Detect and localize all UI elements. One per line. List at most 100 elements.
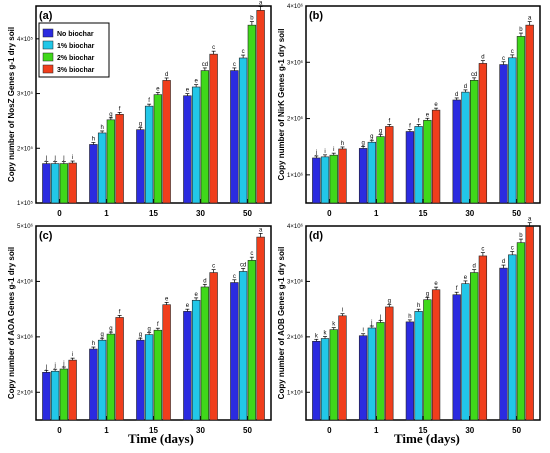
significance-letter: j bbox=[62, 156, 64, 162]
significance-letter: g bbox=[426, 291, 429, 297]
x-tick-label: 30 bbox=[196, 426, 205, 435]
x-tick-label: 15 bbox=[419, 426, 428, 435]
bar bbox=[50, 370, 60, 421]
significance-letter: cd bbox=[471, 72, 477, 78]
significance-letter: g bbox=[109, 326, 112, 332]
x-tick-label: 0 bbox=[327, 426, 332, 435]
significance-letter: e bbox=[194, 292, 198, 298]
legend-swatch bbox=[42, 40, 54, 50]
significance-letter: g bbox=[388, 299, 391, 305]
bar bbox=[209, 53, 218, 204]
significance-letter: e bbox=[156, 86, 160, 92]
significance-letter: f bbox=[409, 124, 411, 130]
bar bbox=[89, 144, 98, 204]
bar bbox=[320, 156, 330, 204]
significance-letter: j bbox=[62, 361, 64, 367]
x-tick-label: 50 bbox=[512, 426, 521, 435]
significance-letter: d bbox=[455, 92, 458, 98]
x-tick-label: 15 bbox=[149, 426, 158, 435]
significance-letter: k bbox=[324, 331, 328, 337]
y-tick-label: 4×10⁶ bbox=[17, 278, 34, 285]
chart-panel-4: (d) 1×10⁶ 2×10⁶ 3×10⁶ 4×10⁶ Copy number of AO… bbox=[277, 217, 541, 435]
bar bbox=[508, 57, 517, 204]
bar bbox=[162, 304, 171, 421]
significance-letter: e bbox=[186, 88, 190, 94]
bar bbox=[405, 131, 415, 204]
significance-letter: c bbox=[233, 274, 236, 280]
significance-letter: f bbox=[456, 286, 458, 292]
significance-letter: c bbox=[511, 49, 514, 55]
bar bbox=[516, 242, 526, 421]
bar bbox=[423, 299, 432, 421]
bar bbox=[431, 109, 441, 204]
significance-letter: i bbox=[362, 328, 363, 334]
significance-letter: e bbox=[194, 79, 198, 85]
x-tick-label: 1 bbox=[374, 426, 379, 435]
x-tick-label: 0 bbox=[57, 426, 62, 435]
x-axis-title-right: Time (days) bbox=[394, 431, 460, 446]
bar bbox=[230, 70, 239, 204]
bar bbox=[144, 105, 154, 204]
panel-label: (d) bbox=[309, 230, 323, 242]
bar bbox=[97, 339, 107, 421]
y-tick-label: 4×10⁶ bbox=[287, 3, 304, 10]
significance-letter: g bbox=[100, 332, 103, 338]
bar bbox=[68, 359, 77, 421]
y-tick-label: 3×10⁶ bbox=[287, 59, 304, 66]
bar bbox=[312, 340, 321, 421]
bar bbox=[256, 236, 265, 421]
significance-letter: e bbox=[434, 102, 438, 108]
bar bbox=[461, 91, 470, 204]
bar bbox=[338, 148, 347, 204]
bar bbox=[367, 327, 376, 421]
bar bbox=[59, 163, 69, 204]
significance-letter: c bbox=[242, 49, 245, 55]
bar bbox=[153, 329, 163, 421]
bar bbox=[59, 368, 69, 421]
significance-letter: j bbox=[370, 320, 372, 326]
significance-letter: f bbox=[148, 98, 150, 104]
bar bbox=[238, 271, 248, 421]
bar bbox=[499, 267, 508, 421]
x-tick-label: 1 bbox=[104, 426, 109, 435]
bar bbox=[385, 126, 394, 204]
significance-letter: k bbox=[332, 322, 336, 328]
significance-letter: e bbox=[186, 303, 190, 309]
significance-letter: c bbox=[511, 246, 514, 252]
significance-letter: g bbox=[379, 129, 382, 135]
y-tick-label: 3×10⁶ bbox=[17, 334, 34, 341]
significance-letter: d bbox=[464, 84, 467, 90]
bar bbox=[153, 94, 163, 204]
significance-letter: c bbox=[502, 56, 505, 62]
bar bbox=[367, 141, 376, 204]
significance-letter: i bbox=[342, 308, 343, 314]
chart-panel-3: (c) 2×10⁶ 3×10⁶ 4×10⁶ 5×10⁶ Copy number of AO… bbox=[7, 223, 272, 435]
significance-letter: e bbox=[426, 112, 430, 118]
x-tick-label: 15 bbox=[149, 209, 158, 218]
significance-letter: a bbox=[259, 1, 263, 7]
bar bbox=[423, 119, 432, 204]
significance-letter: h bbox=[92, 136, 95, 142]
bar bbox=[162, 80, 171, 204]
y-tick-label: 5×10⁶ bbox=[17, 223, 34, 230]
bar bbox=[191, 299, 201, 421]
y-tick-label: 2×10⁶ bbox=[17, 389, 34, 396]
bar bbox=[238, 57, 248, 204]
x-tick-label: 30 bbox=[465, 426, 474, 435]
significance-letter: f bbox=[418, 118, 420, 124]
x-tick-label: 30 bbox=[465, 209, 474, 218]
bar bbox=[338, 315, 347, 421]
bar bbox=[329, 329, 338, 421]
significance-letter: f bbox=[119, 309, 121, 315]
bar bbox=[136, 339, 145, 421]
significance-letter: g bbox=[147, 327, 150, 333]
significance-letter: i bbox=[72, 352, 73, 358]
significance-letter: b bbox=[519, 233, 523, 239]
panel-label: (c) bbox=[39, 230, 53, 242]
bar bbox=[320, 338, 330, 421]
significance-letter: d bbox=[203, 278, 206, 284]
significance-letter: d bbox=[165, 72, 168, 78]
bar bbox=[414, 126, 423, 204]
